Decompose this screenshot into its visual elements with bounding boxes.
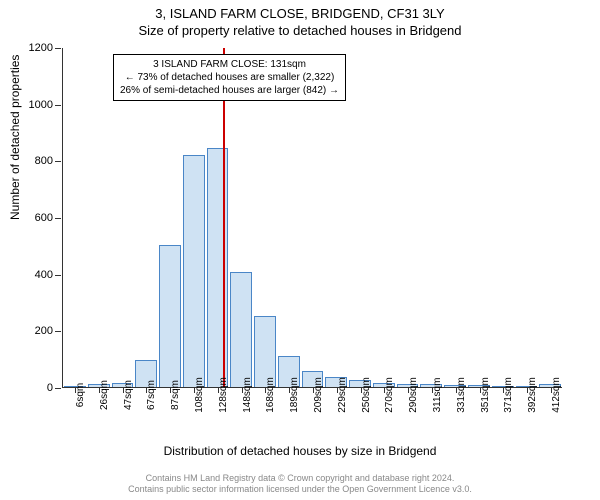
y-tick-label: 200 [35, 325, 53, 337]
y-tick [55, 275, 61, 276]
y-tick [55, 161, 61, 162]
y-tick-label: 0 [47, 382, 53, 394]
x-tick-label: 331sqm [456, 377, 467, 413]
y-tick-label: 400 [35, 269, 53, 281]
x-tick-label: 290sqm [408, 377, 419, 413]
x-tick-label: 67sqm [146, 380, 157, 410]
x-tick-label: 47sqm [123, 380, 134, 410]
title-block: 3, ISLAND FARM CLOSE, BRIDGEND, CF31 3LY… [0, 0, 600, 38]
x-tick-label: 311sqm [432, 378, 443, 413]
info-line-2: ← 73% of detached houses are smaller (2,… [120, 71, 339, 84]
info-line-1: 3 ISLAND FARM CLOSE: 131sqm [120, 58, 339, 71]
info-box: 3 ISLAND FARM CLOSE: 131sqm ← 73% of det… [113, 54, 346, 101]
y-tick [55, 218, 61, 219]
x-tick-label: 412sqm [551, 377, 562, 413]
subtitle-line: Size of property relative to detached ho… [0, 23, 600, 38]
x-tick-label: 209sqm [313, 377, 324, 413]
info-line-3: 26% of semi-detached houses are larger (… [120, 84, 339, 97]
histogram-bar [230, 272, 252, 387]
x-tick-label: 189sqm [289, 377, 300, 413]
x-tick-label: 229sqm [337, 377, 348, 413]
histogram-bar [159, 245, 181, 387]
y-axis-label: Number of detached properties [8, 55, 22, 220]
histogram-bar [207, 148, 229, 387]
y-tick [55, 388, 61, 389]
y-tick [55, 331, 61, 332]
x-tick-label: 87sqm [170, 380, 181, 410]
histogram-bar [183, 155, 205, 387]
footer-line-2: Contains public sector information licen… [0, 484, 600, 496]
footer-line-1: Contains HM Land Registry data © Crown c… [0, 473, 600, 485]
y-tick-label: 600 [35, 212, 53, 224]
x-tick-label: 270sqm [384, 377, 395, 413]
y-tick [55, 105, 61, 106]
y-tick-label: 1200 [29, 42, 53, 54]
x-tick-label: 351sqm [480, 377, 491, 413]
footer: Contains HM Land Registry data © Crown c… [0, 473, 600, 496]
x-tick-label: 26sqm [99, 380, 110, 410]
y-tick-label: 800 [35, 155, 53, 167]
x-axis-label: Distribution of detached houses by size … [0, 444, 600, 458]
x-tick-label: 128sqm [218, 377, 229, 413]
address-line: 3, ISLAND FARM CLOSE, BRIDGEND, CF31 3LY [0, 6, 600, 21]
y-tick-label: 1000 [29, 99, 53, 111]
x-tick-label: 392sqm [527, 377, 538, 413]
x-tick-label: 371sqm [503, 377, 514, 413]
chart-area: 020040060080010001200 3 ISLAND FARM CLOS… [62, 48, 562, 388]
x-tick-label: 148sqm [242, 377, 253, 413]
x-tick-label: 6sqm [75, 383, 86, 407]
y-tick [55, 48, 61, 49]
x-tick-label: 250sqm [361, 377, 372, 413]
x-tick-label: 168sqm [265, 377, 276, 413]
x-tick-label: 108sqm [194, 377, 205, 413]
